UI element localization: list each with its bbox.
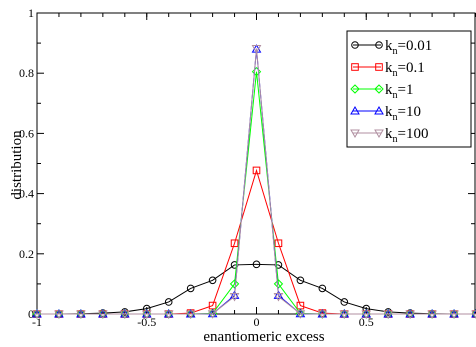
data-point	[317, 310, 328, 320]
legend-marker	[351, 41, 359, 49]
data-point	[361, 310, 372, 320]
legend-marker	[375, 41, 383, 49]
data-point	[273, 290, 284, 299]
y-tick-label: 0.6	[19, 126, 34, 140]
data-point	[273, 279, 284, 289]
data-point	[251, 66, 262, 77]
data-point	[229, 293, 240, 302]
series-0	[33, 260, 476, 318]
data-point	[97, 310, 108, 320]
y-axis-label: distribution	[9, 130, 25, 200]
legend-entry: kn=100	[350, 126, 428, 145]
legend-marker	[350, 129, 360, 139]
y-tick-label: 0.2	[19, 247, 34, 261]
x-axis-label: enantiomeric excess	[203, 329, 324, 345]
data-point	[295, 310, 306, 319]
y-tick-label: 0	[28, 307, 34, 321]
data-point	[230, 239, 239, 248]
data-point	[76, 310, 86, 320]
legend-marker	[350, 105, 360, 115]
legend-entry: kn=0.1	[351, 60, 425, 79]
y-tick-label: 0.4	[19, 187, 34, 201]
y-tick-label: 1	[28, 6, 34, 20]
data-point	[252, 260, 261, 269]
series-4	[32, 45, 476, 320]
x-tick-label: 0.5	[359, 315, 374, 329]
data-point	[449, 310, 459, 320]
legend-marker	[374, 105, 384, 115]
data-point	[274, 239, 283, 248]
data-point	[185, 310, 196, 320]
data-point	[119, 310, 130, 320]
data-point	[251, 45, 262, 54]
data-point	[163, 310, 174, 320]
data-point	[54, 310, 64, 320]
series-line	[37, 263, 476, 315]
data-point	[362, 304, 371, 313]
data-point	[142, 304, 151, 313]
legend-entry: kn=0.01	[351, 38, 432, 57]
legend-entry: kn=1	[350, 82, 413, 101]
x-tick-label: -1	[32, 315, 42, 329]
data-point	[141, 310, 152, 320]
data-point	[427, 310, 437, 320]
x-tick-label: 0	[254, 315, 260, 329]
data-point	[405, 310, 416, 320]
data-point	[208, 276, 217, 285]
series-layer	[32, 44, 476, 320]
legend-label: kn=100	[385, 126, 428, 145]
data-point	[274, 261, 283, 269]
data-point	[318, 284, 327, 293]
legend-marker	[351, 63, 359, 71]
legend-label: kn=0.1	[385, 60, 425, 79]
data-point	[383, 310, 394, 320]
axes: -1 -0.5 0 0.5 0 0.2 0.4 0.6 0.8 1	[19, 6, 476, 329]
series-line	[37, 168, 476, 315]
series-line	[37, 48, 476, 315]
data-point	[339, 310, 350, 320]
x-tick-label: -0.5	[137, 315, 156, 329]
legend-marker	[350, 84, 360, 94]
legend-marker	[374, 129, 384, 139]
data-point	[471, 310, 476, 320]
series-1	[33, 166, 476, 318]
data-point	[229, 279, 240, 289]
data-point	[252, 166, 261, 175]
legend-marker	[374, 84, 384, 94]
data-point	[32, 310, 42, 320]
data-point	[296, 276, 305, 285]
legend-label: kn=1	[385, 82, 413, 101]
legend-entry: kn=10	[350, 104, 421, 123]
legend-marker	[375, 63, 383, 71]
data-point	[273, 293, 284, 302]
data-point	[230, 261, 239, 269]
legend-label: kn=0.01	[385, 38, 432, 57]
data-point	[207, 310, 218, 319]
legend-label: kn=10	[385, 104, 421, 123]
data-point	[340, 298, 349, 306]
data-point	[229, 290, 240, 299]
data-point	[164, 298, 173, 306]
y-tick-label: 0.8	[19, 66, 34, 80]
legend: kn=0.01 kn=0.1 kn=1 kn=10 kn=100	[346, 30, 472, 148]
data-point	[186, 284, 195, 293]
